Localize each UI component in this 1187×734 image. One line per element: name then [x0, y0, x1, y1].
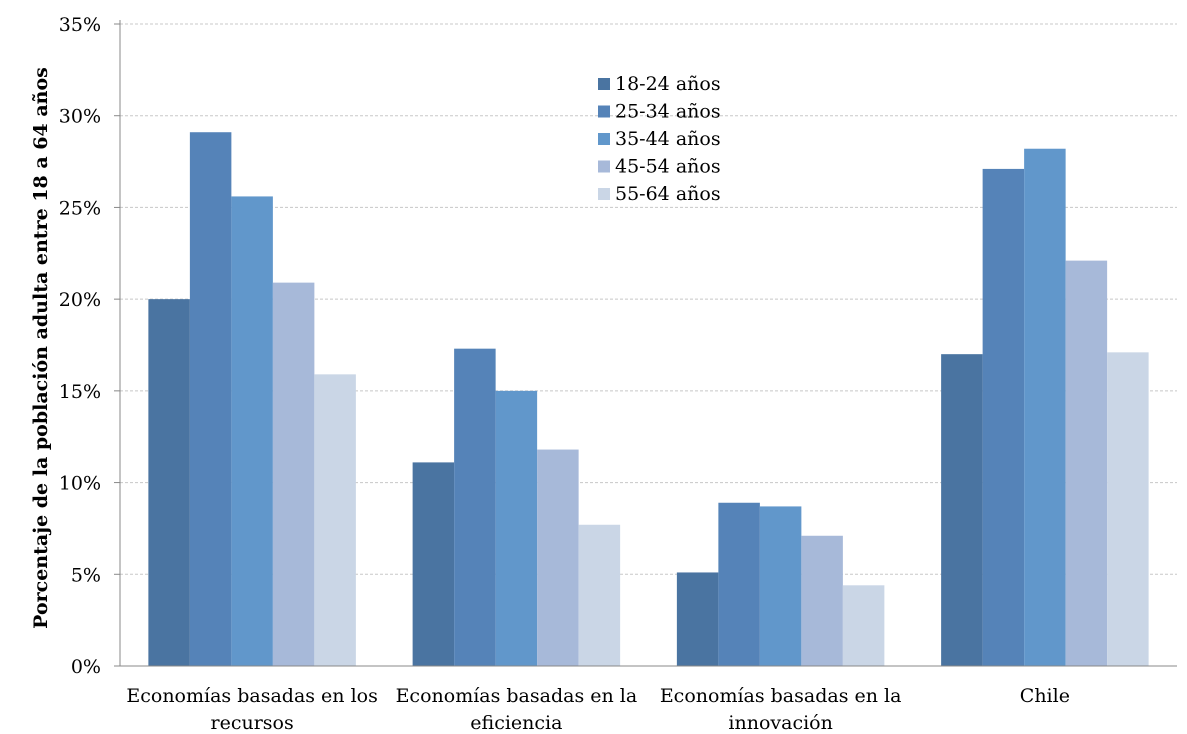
y-tick-label: 25%: [59, 197, 101, 219]
category-labels: Economías basadas en los recursos Economía…: [126, 685, 1070, 734]
axes: [114, 20, 1177, 667]
legend-swatch: [598, 78, 610, 90]
legend-label: 55-64 años: [615, 183, 721, 205]
bar: [148, 299, 190, 666]
y-axis-label: Porcentaje de la población adulta entre …: [30, 67, 52, 629]
bars: [148, 132, 1149, 667]
bar: [189, 132, 232, 667]
bar: [537, 449, 579, 666]
legend: 18-24 años 25-34 años 35-44 años 45-54 años…: [598, 73, 721, 205]
category-label: Chile: [1020, 685, 1070, 707]
bar: [412, 462, 455, 666]
y-tick-label: 10%: [59, 473, 101, 495]
y-tick-label: 20%: [59, 289, 101, 311]
bar: [676, 572, 719, 666]
bar: [578, 524, 621, 666]
y-tick-labels: 0% 5% 10% 15% 20% 25% 30% 35%: [59, 14, 101, 678]
category-label: Economías basadas en los: [126, 685, 377, 707]
bar: [231, 196, 273, 666]
bar: [1024, 148, 1066, 666]
y-tick-label: 15%: [59, 381, 101, 403]
legend-label: 18-24 años: [615, 73, 721, 95]
bar: [982, 168, 1025, 666]
bar: [314, 374, 356, 666]
bar: [454, 348, 496, 666]
category-label: innovación: [728, 712, 832, 734]
legend-swatch: [598, 105, 610, 118]
bar: [495, 390, 538, 666]
category-label: Economías basadas en la: [396, 685, 638, 707]
bar: [1065, 260, 1108, 666]
y-tick-label: 0%: [71, 656, 101, 678]
bar: [759, 506, 802, 666]
y-tick-label: 5%: [71, 564, 101, 586]
bar: [941, 354, 983, 666]
legend-label: 35-44 años: [615, 128, 721, 150]
legend-label: 25-34 años: [615, 101, 721, 123]
category-label: recursos: [211, 712, 294, 734]
category-label: Economías basadas en la: [660, 685, 902, 707]
bar: [1107, 352, 1149, 666]
bar: [718, 502, 760, 666]
legend-label: 45-54 años: [615, 156, 721, 178]
bar: [272, 282, 315, 666]
legend-swatch: [598, 188, 610, 200]
legend-swatch: [598, 133, 610, 145]
bar: [801, 535, 843, 666]
legend-swatch: [598, 160, 610, 173]
y-tick-label: 30%: [59, 106, 101, 128]
category-label: eficiencia: [470, 712, 562, 734]
bar: [842, 585, 885, 666]
y-tick-label: 35%: [59, 14, 101, 36]
